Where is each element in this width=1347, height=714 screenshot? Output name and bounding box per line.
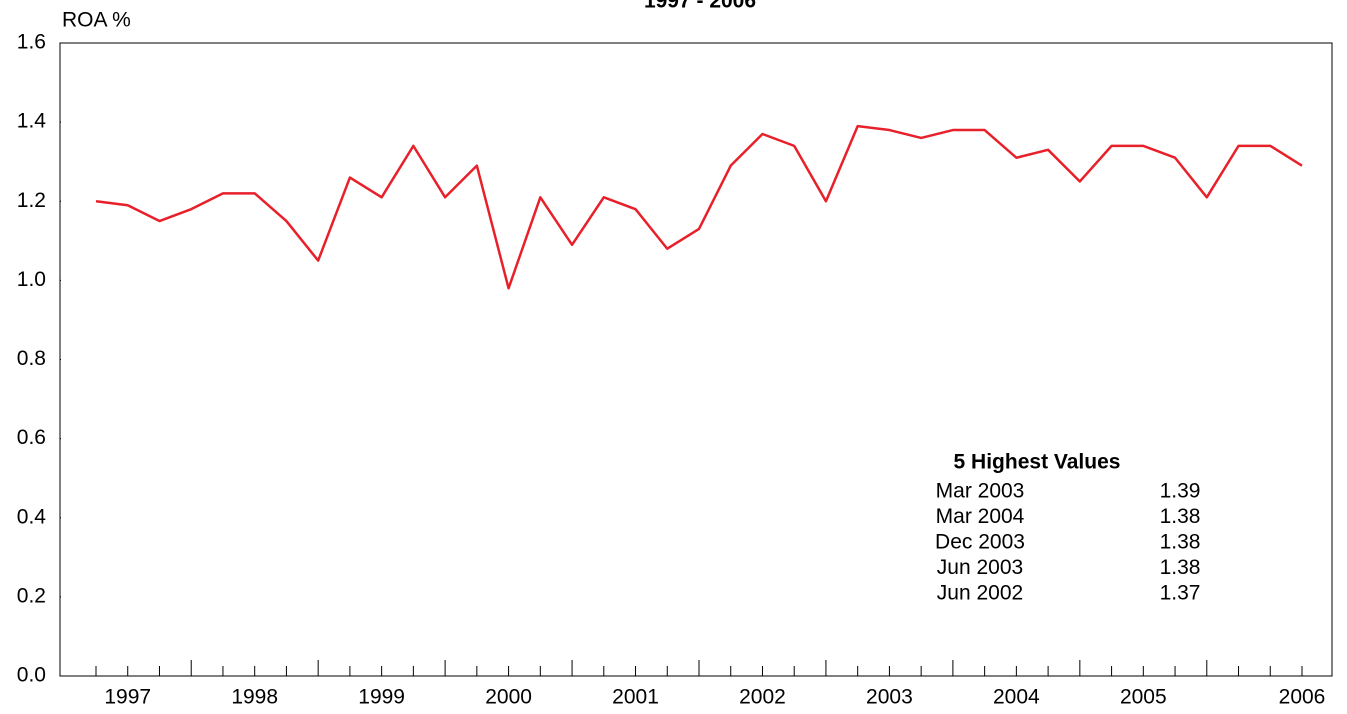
plot-frame xyxy=(59,42,1333,677)
annotation-value: 1.38 xyxy=(1160,531,1201,554)
y-tick-label: 0.2 xyxy=(17,584,46,607)
x-tick-label: 1998 xyxy=(231,686,278,709)
y-tick-label: 1.6 xyxy=(17,31,46,54)
annotation-title: 5 Highest Values xyxy=(954,451,1121,474)
x-tick-label: 2006 xyxy=(1279,686,1326,709)
data-line xyxy=(95,124,1303,290)
x-tick-label: 2000 xyxy=(485,686,532,709)
y-tick-label: 0.4 xyxy=(17,505,47,528)
annotation-date: Dec 2003 xyxy=(935,531,1025,554)
y-tick-label: 0.6 xyxy=(17,426,46,449)
annotation-value: 1.39 xyxy=(1160,480,1201,503)
x-tick-label: 1997 xyxy=(104,686,151,709)
annotation-value: 1.38 xyxy=(1160,556,1201,579)
annotation-value: 1.38 xyxy=(1160,505,1201,528)
y-tick-label: 0.0 xyxy=(17,664,46,687)
annotation-date: Mar 2003 xyxy=(936,480,1025,503)
x-tick-label: 1999 xyxy=(358,686,405,709)
x-tick-label: 2005 xyxy=(1120,686,1167,709)
y-axis-label: ROA % xyxy=(62,9,131,32)
x-tick-label: 2003 xyxy=(866,686,913,709)
x-tick-label: 2004 xyxy=(993,686,1040,709)
annotation-value: 1.37 xyxy=(1160,582,1201,605)
y-tick-label: 0.8 xyxy=(17,347,46,370)
x-tick-label: 2002 xyxy=(739,686,786,709)
annotation-date: Mar 2004 xyxy=(936,505,1025,528)
chart-title: 1997 - 2006 xyxy=(644,0,756,13)
x-tick-label: 2001 xyxy=(612,686,659,709)
y-tick-label: 1.0 xyxy=(17,268,46,291)
annotation-date: Jun 2002 xyxy=(937,582,1023,605)
y-tick-label: 1.4 xyxy=(17,110,47,133)
annotation-date: Jun 2003 xyxy=(937,556,1023,579)
y-tick-label: 1.2 xyxy=(17,189,46,212)
